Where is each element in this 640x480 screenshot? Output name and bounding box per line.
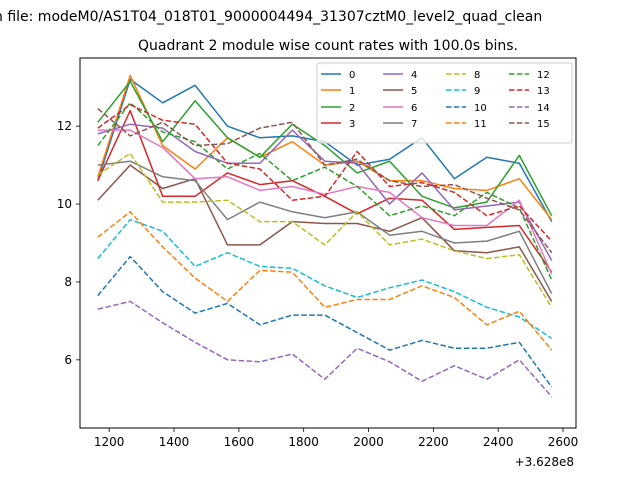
y-tick-label: 12	[57, 119, 72, 133]
series-layer	[97, 74, 553, 398]
legend-label-14: 14	[537, 103, 550, 114]
series-line-10	[97, 255, 553, 388]
series-line-4	[97, 123, 553, 261]
legend-label-3: 3	[349, 119, 355, 130]
series-line-6	[97, 129, 553, 275]
series-line-15	[97, 108, 553, 254]
series-line-12	[97, 102, 553, 281]
x-tick-label: 2600	[548, 435, 579, 449]
legend-label-7: 7	[411, 119, 417, 130]
legend-label-2: 2	[349, 103, 355, 114]
y-tick-label: 10	[57, 197, 72, 211]
figure-suptitle: n file: modeM0/AS1T04_018T01_9000004494_…	[0, 9, 542, 25]
legend-label-6: 6	[411, 103, 417, 114]
legend-label-12: 12	[537, 70, 550, 81]
series-line-5	[97, 164, 553, 302]
legend-label-0: 0	[349, 70, 355, 81]
series-line-13	[97, 103, 553, 242]
series-line-8	[97, 152, 553, 308]
x-tick-label: 1800	[288, 435, 319, 449]
x-tick-label: 1600	[224, 435, 255, 449]
legend-label-15: 15	[537, 119, 550, 130]
series-line-11	[97, 211, 553, 351]
legend-label-11: 11	[474, 119, 487, 130]
x-tick-label: 1400	[159, 435, 190, 449]
y-axis: 6 8 10 12	[57, 119, 80, 367]
x-offset-label: +3.628e8	[515, 455, 574, 469]
legend-label-1: 1	[349, 86, 355, 97]
chart-title: Quadrant 2 module wise count rates with …	[138, 38, 518, 54]
legend-label-5: 5	[411, 86, 417, 97]
series-line-7	[97, 160, 553, 294]
x-tick-label: 2400	[483, 435, 514, 449]
x-tick-label: 2200	[418, 435, 449, 449]
series-line-2	[97, 80, 553, 217]
legend-label-13: 13	[537, 86, 550, 97]
legend-label-8: 8	[474, 70, 480, 81]
x-tick-label: 2000	[353, 435, 384, 449]
plot-frame	[79, 57, 577, 429]
legend-box	[316, 62, 573, 144]
y-tick-label: 8	[64, 275, 72, 289]
x-tick-label: 1200	[94, 435, 125, 449]
x-axis: 1200 1400 1600 1800 2000 2200 2400 2600	[94, 428, 578, 449]
legend-label-9: 9	[474, 86, 480, 97]
series-line-9	[97, 218, 553, 340]
series-line-14	[97, 300, 553, 398]
legend-label-10: 10	[474, 103, 487, 114]
legend-label-4: 4	[411, 70, 417, 81]
y-tick-label: 6	[64, 353, 72, 367]
